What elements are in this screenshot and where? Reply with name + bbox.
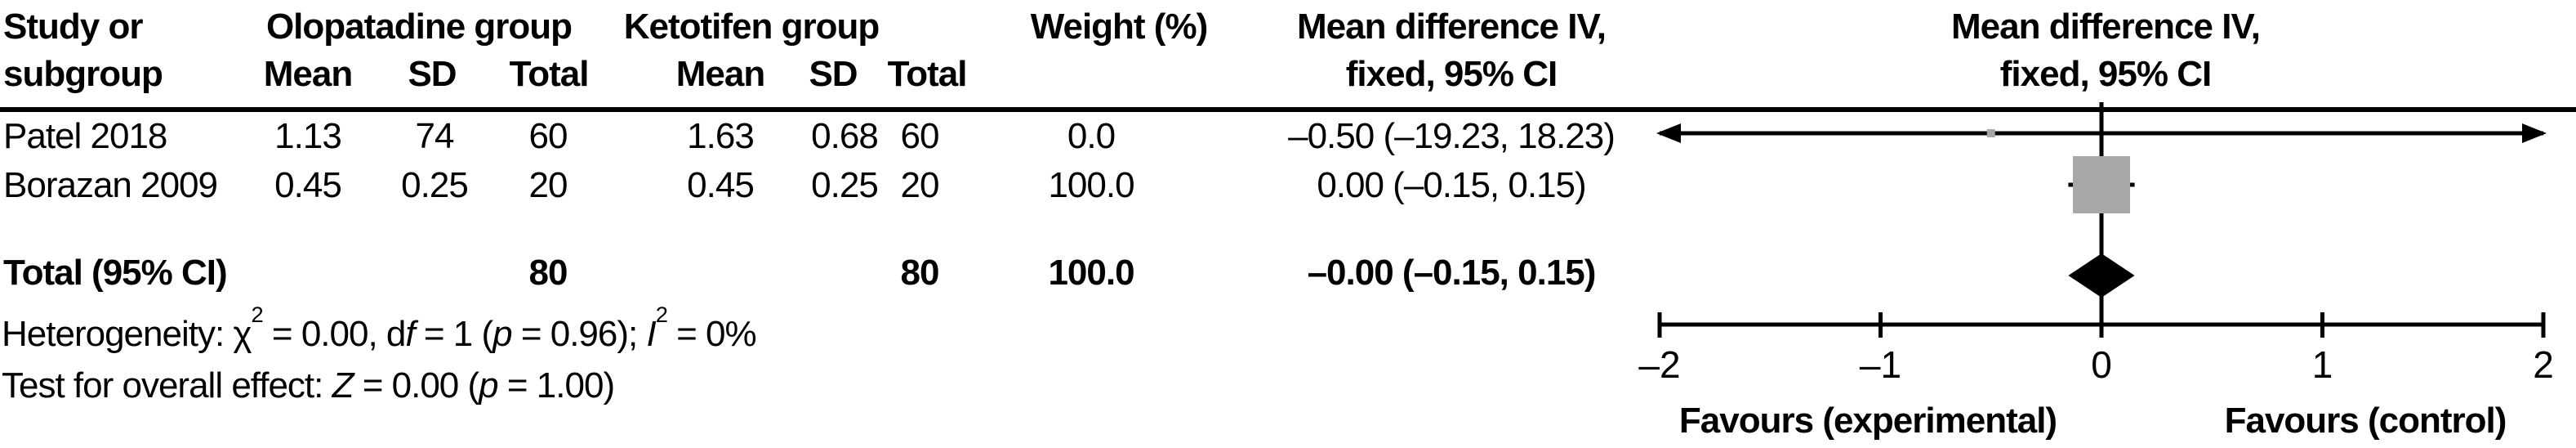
heterogeneity-note: Heterogeneity: χ2 = 0.00, df = 1 (p = 0.…: [2, 301, 757, 354]
x-axis-tick-label: –2: [1638, 343, 1680, 386]
col-header-ketotifen-group: Ketotifen group: [623, 7, 880, 47]
olopatadine-sd: 0.25: [401, 165, 469, 205]
ketotifen-total: 60: [900, 116, 940, 156]
total-label: Total (95% CI): [3, 253, 228, 293]
total-ketotifen-n: 80: [900, 253, 940, 293]
col-header-weight: Weight (%): [1030, 7, 1209, 47]
study-md-ci-text: 0.00 (–0.15, 0.15): [1317, 165, 1586, 205]
olopatadine-mean: 1.13: [274, 116, 342, 156]
olopatadine-mean: 0.45: [274, 165, 342, 205]
col-header-study-line2: subgroup: [3, 54, 163, 94]
total-olopatadine-n: 80: [528, 253, 568, 293]
study-weight: 0.0: [1067, 116, 1116, 156]
ketotifen-sd: 0.25: [811, 165, 879, 205]
col-header-olopatadine-mean: Mean: [263, 54, 353, 94]
favours-experimental-label: Favours (experimental): [1678, 401, 2057, 441]
x-axis-tick-label: 0: [2091, 343, 2112, 386]
overall-effect-note: Test for overall effect: Z = 0.00 (p = 1…: [2, 365, 615, 405]
x-axis-tick-label: 1: [2312, 343, 2333, 386]
col-header-olopatadine-group: Olopatadine group: [265, 7, 573, 47]
plot-header-md-line1: Mean difference IV,: [1951, 7, 2261, 47]
col-header-md-line1: Mean difference IV,: [1297, 7, 1607, 47]
total-diamond: [2068, 253, 2135, 298]
header-divider-rule: [0, 107, 2576, 112]
study-weight: 100.0: [1048, 165, 1134, 205]
effect-marker: [1986, 129, 1995, 137]
total-weight: 100.0: [1048, 253, 1134, 293]
olopatadine-total: 20: [528, 165, 568, 205]
plot-header-md-line2: fixed, 95% CI: [1999, 54, 2212, 94]
x-axis-tick-label: 2: [2533, 343, 2554, 386]
favours-control-label: Favours (control): [2224, 401, 2507, 441]
ketotifen-mean: 0.45: [687, 165, 755, 205]
ketotifen-mean: 1.63: [687, 116, 755, 156]
ketotifen-sd: 0.68: [811, 116, 879, 156]
effect-marker: [2073, 156, 2130, 213]
study-name: Borazan 2009: [3, 165, 218, 205]
ci-arrow-right: [2522, 123, 2547, 143]
col-header-ketotifen-sd: SD: [809, 54, 858, 94]
olopatadine-total: 60: [528, 116, 568, 156]
col-header-olopatadine-total: Total: [509, 54, 590, 94]
ci-arrow-left: [1656, 123, 1681, 143]
col-header-md-line2: fixed, 95% CI: [1345, 54, 1558, 94]
olopatadine-sd: 74: [415, 116, 455, 156]
study-name: Patel 2018: [3, 116, 167, 156]
total-md-ci-text: –0.00 (–0.15, 0.15): [1307, 253, 1597, 293]
ketotifen-total: 20: [900, 165, 940, 205]
col-header-study-line1: Study or: [3, 7, 143, 47]
col-header-ketotifen-total: Total: [887, 54, 968, 94]
x-axis-tick-label: –1: [1860, 343, 1901, 386]
col-header-ketotifen-mean: Mean: [675, 54, 765, 94]
study-md-ci-text: –0.50 (–19.23, 18.23): [1288, 116, 1616, 156]
col-header-olopatadine-sd: SD: [408, 54, 457, 94]
